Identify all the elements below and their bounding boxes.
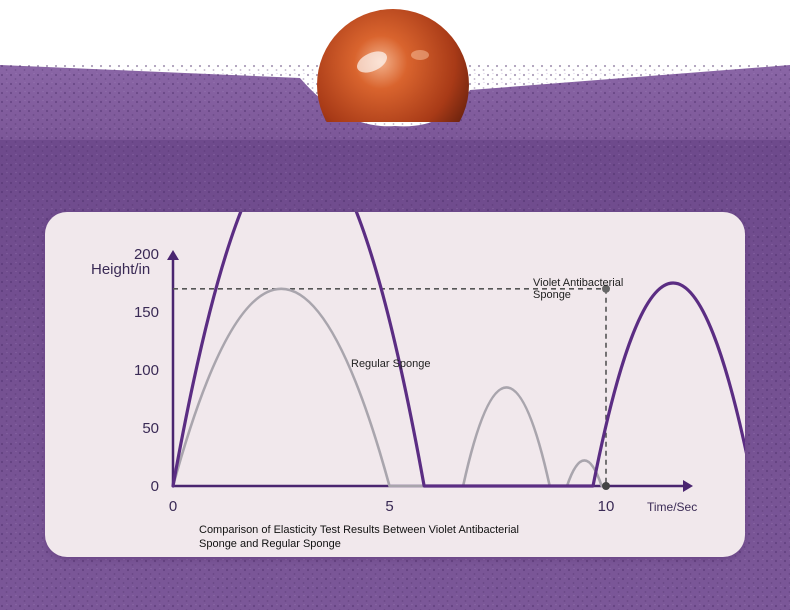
ball-icon xyxy=(317,9,469,122)
y-axis-title: Height/in xyxy=(91,261,150,278)
y-tick-label: 50 xyxy=(142,420,159,437)
x-axis-title: Time/Sec xyxy=(647,500,697,514)
regular-sponge-curve xyxy=(171,287,603,488)
chart-card: 05010015020025030005101520 Height/in Tim… xyxy=(45,212,745,557)
y-tick-label: 200 xyxy=(134,246,159,263)
x-tick-label: 10 xyxy=(598,498,615,515)
violet-sponge-label-line-1: Violet Antibacterial xyxy=(533,277,623,289)
y-tick-label: 100 xyxy=(134,362,159,379)
elasticity-chart: 05010015020025030005101520 Height/in Tim… xyxy=(91,212,745,550)
regular-marker xyxy=(602,284,610,293)
regular-sponge-label: Regular Sponge xyxy=(351,358,431,370)
x-axis-arrow xyxy=(683,480,693,492)
y-axis-arrow xyxy=(167,250,179,260)
violet-sponge-label-line-2: Sponge xyxy=(533,289,571,301)
x-tick-label: 0 xyxy=(169,498,177,515)
chart-caption-line-2: Sponge and Regular Sponge xyxy=(199,538,341,550)
violet-sponge-curve xyxy=(171,212,745,488)
x-tick-label: 5 xyxy=(385,498,393,515)
y-tick-label: 150 xyxy=(134,304,159,321)
regular-axis-marker xyxy=(602,482,610,490)
y-tick-label: 0 xyxy=(151,478,159,495)
chart-caption-line-1: Comparison of Elasticity Test Results Be… xyxy=(199,524,519,536)
